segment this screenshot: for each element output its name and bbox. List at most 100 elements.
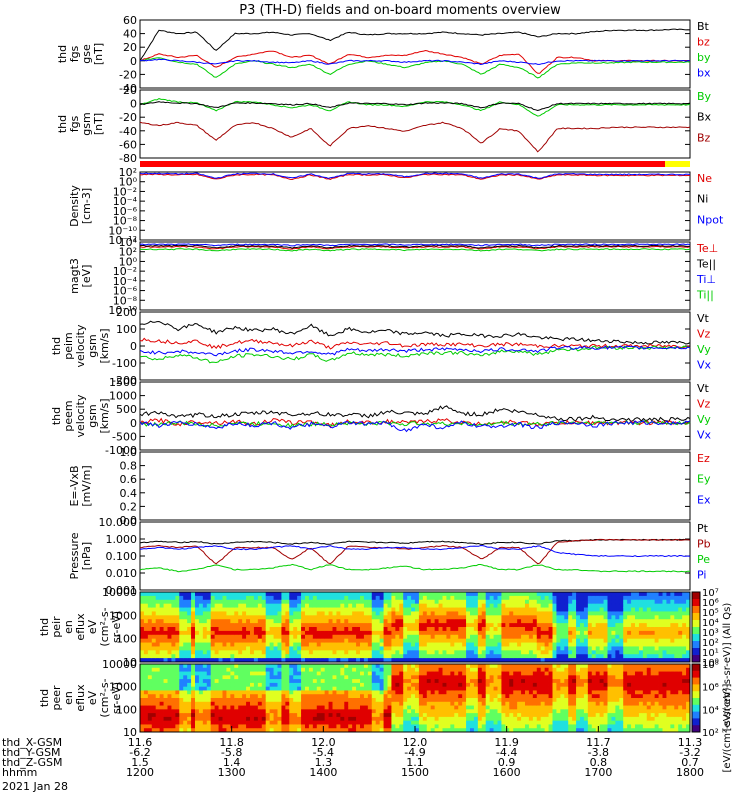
heatmap-cell [383, 682, 388, 688]
heatmap-cell [214, 658, 219, 663]
heatmap-cell [242, 679, 247, 684]
heatmap-cell [576, 682, 581, 688]
heatmap-cell [238, 607, 243, 612]
heatmap-cell [391, 698, 396, 703]
heatmap-cell [607, 595, 612, 601]
heatmap-cell [246, 627, 251, 632]
heatmap-cell [202, 713, 208, 718]
heatmap-cell [293, 720, 298, 725]
heatmap-cell [167, 638, 172, 643]
heatmap-cell [580, 682, 585, 688]
legend-Bt: Bt [697, 20, 710, 33]
heatmap-cell [415, 698, 420, 703]
heatmap-cell [395, 686, 400, 691]
heatmap-cell [183, 709, 188, 714]
heatmap-cell [183, 634, 188, 640]
heatmap-cell [395, 623, 400, 628]
heatmap-cell [167, 658, 172, 663]
heatmap-cell [226, 642, 231, 647]
heatmap-cell [277, 642, 282, 647]
heatmap-cell [462, 720, 467, 725]
heatmap-cell [140, 623, 145, 628]
heatmap-cell [356, 627, 361, 632]
heatmap-cell [183, 619, 188, 624]
heatmap-cell [395, 690, 400, 695]
heatmap-cell [595, 650, 601, 655]
heatmap-cell [611, 705, 616, 710]
heatmap-cell [442, 630, 447, 636]
heatmap-cell [650, 630, 656, 636]
heatmap-cell [509, 694, 514, 699]
heatmap-cell [481, 595, 487, 601]
heatmap-cell [615, 607, 620, 612]
heatmap-cell [293, 599, 298, 605]
heatmap-cell [458, 599, 463, 605]
heatmap-cell [395, 592, 400, 597]
heatmap-cell [250, 724, 255, 729]
heatmap-cell [481, 698, 487, 703]
heatmap-cell [513, 728, 518, 733]
heatmap-cell [568, 667, 573, 672]
heatmap-cell [454, 713, 459, 718]
heatmap-cell [509, 698, 514, 703]
heatmap-cell [591, 607, 597, 612]
heatmap-cell [591, 595, 597, 601]
heatmap-cell [277, 724, 282, 729]
heatmap-cell [462, 623, 467, 628]
heatmap-cell [277, 592, 282, 597]
heatmap-cell [642, 599, 648, 605]
heatmap-cell [328, 709, 333, 714]
heatmap-cell [532, 619, 538, 624]
heatmap-cell [316, 638, 322, 643]
heatmap-cell [289, 595, 294, 601]
ytick-label: 100 [116, 633, 137, 646]
heatmap-cell [650, 650, 656, 655]
heatmap-cell [379, 627, 384, 632]
heatmap-cell [218, 592, 223, 597]
heatmap-cell [308, 599, 314, 605]
heatmap-cell [638, 630, 644, 636]
heatmap-cell [159, 701, 164, 706]
heatmap-cell [320, 698, 326, 703]
heatmap-cell [426, 658, 432, 663]
heatmap-cell [576, 595, 581, 601]
heatmap-cell [218, 728, 223, 733]
heatmap-cell [450, 611, 455, 616]
heatmap-cell [312, 627, 318, 632]
heatmap-cell [155, 679, 161, 684]
heatmap-cell [140, 630, 145, 636]
heatmap-cell [171, 646, 176, 651]
heatmap-cell [454, 664, 459, 669]
heatmap-cell [348, 611, 353, 616]
heatmap-cell [485, 675, 491, 680]
heatmap-cell [328, 664, 333, 669]
heatmap-cell [328, 654, 333, 659]
heatmap-cell [462, 705, 467, 710]
heatmap-cell [281, 716, 286, 722]
heatmap-cell [379, 646, 384, 651]
heatmap-cell [418, 679, 424, 684]
heatmap-cell [477, 728, 483, 733]
heatmap-cell [179, 667, 184, 672]
heatmap-cell [226, 634, 231, 640]
heatmap-cell [595, 658, 601, 663]
heatmap-cell [548, 595, 553, 601]
heatmap-cell [344, 682, 349, 688]
heatmap-cell [277, 630, 282, 636]
heatmap-cell [615, 638, 620, 643]
heatmap-cell [230, 694, 235, 699]
heatmap-cell [462, 627, 467, 632]
heatmap-cell [238, 627, 243, 632]
heatmap-cell [179, 638, 184, 643]
heatmap-cell [301, 646, 306, 651]
heatmap-cell [344, 675, 349, 680]
heatmap-cell [269, 716, 274, 722]
heatmap-cell [623, 650, 628, 655]
heatmap-cell [293, 619, 298, 624]
heatmap-cell [434, 698, 439, 703]
heatmap-cell [505, 603, 510, 608]
legend-Pb: Pb [697, 538, 711, 551]
heatmap-cell [454, 675, 459, 680]
heatmap-cell [532, 694, 538, 699]
